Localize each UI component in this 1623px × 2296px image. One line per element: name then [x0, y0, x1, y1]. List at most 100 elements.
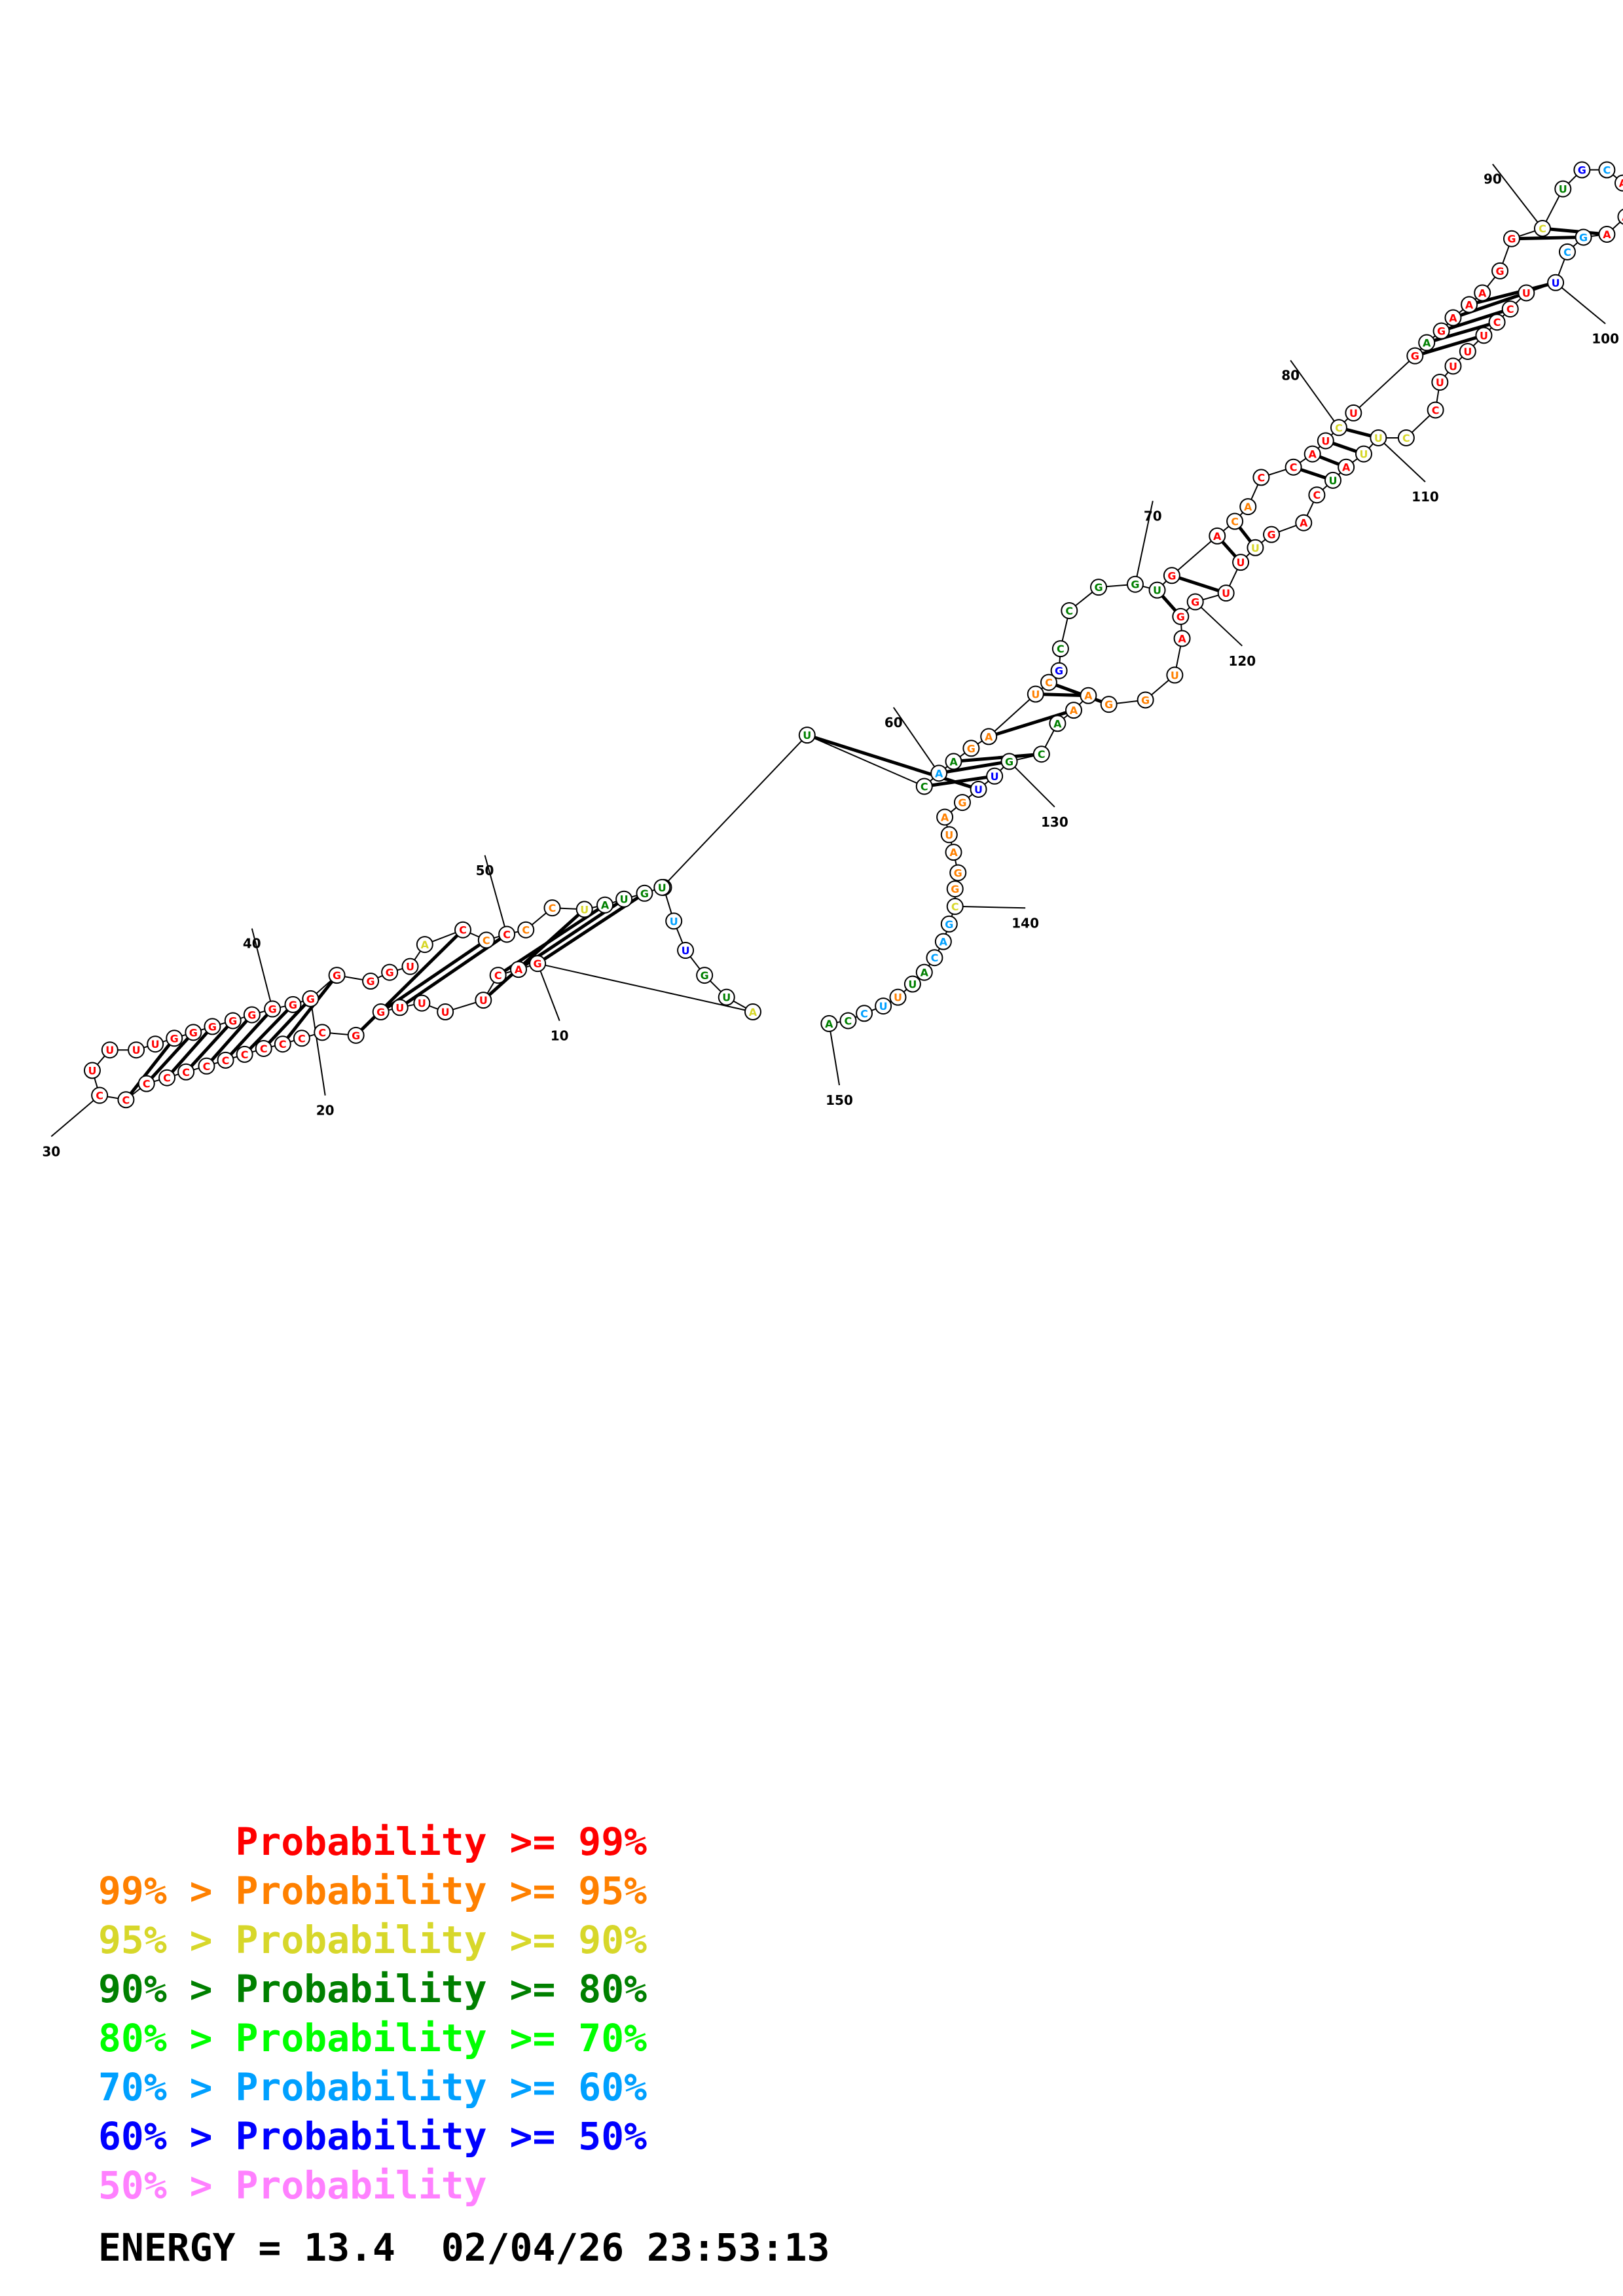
nucleotide: C	[255, 1039, 272, 1057]
position-tick-label: 20	[316, 1103, 335, 1119]
nucleotide-base: G	[228, 1014, 237, 1027]
nucleotide-circle	[1444, 357, 1462, 375]
nucleotide: U	[1475, 327, 1493, 344]
nucleotide-base: G	[967, 742, 976, 755]
nucleotide: G	[381, 963, 399, 981]
nucleotide-base: A	[949, 755, 958, 768]
legend-entry: 95% > Probability >= 90%	[98, 1921, 647, 1959]
nucleotide: U	[1459, 342, 1476, 360]
nucleotide-base: U	[105, 1044, 114, 1056]
nucleotide-base: C	[1038, 748, 1046, 761]
nucleotide-base: C	[860, 1007, 868, 1020]
nucleotide-base: A	[985, 730, 993, 743]
nucleotide-base: U	[1237, 556, 1245, 569]
nucleotide-base: U	[908, 978, 917, 991]
nucleotide-circle	[820, 1014, 838, 1032]
base-pair-bond	[938, 759, 1010, 775]
nucleotide-base: A	[1178, 632, 1186, 645]
nucleotide: C	[517, 921, 535, 939]
nucleotide: A	[945, 844, 962, 861]
base-pair-bond	[205, 1013, 253, 1067]
nucleotide: U	[1027, 685, 1044, 703]
nucleotide-circle	[915, 963, 933, 981]
nucleotide-circle	[147, 1035, 164, 1053]
position-tick-line	[484, 855, 508, 935]
nucleotide-circle	[1232, 554, 1250, 571]
nucleotide-base: G	[1507, 233, 1516, 245]
nucleotide-circle	[255, 1039, 272, 1057]
nucleotide-circle	[204, 1018, 221, 1035]
nucleotide-base: U	[418, 997, 426, 1010]
nucleotide-circle	[1554, 180, 1572, 198]
nucleotide: G	[946, 880, 964, 898]
nucleotide-base: C	[549, 902, 556, 914]
nucleotide-base: U	[1222, 587, 1230, 600]
nucleotide: C	[839, 1012, 857, 1030]
nucleotide-base: C	[1335, 422, 1343, 434]
nucleotide: C	[1032, 745, 1050, 763]
nucleotide-circle	[1491, 262, 1509, 279]
nucleotide: A	[1209, 527, 1226, 545]
nucleotide: U	[1324, 471, 1342, 489]
position-tick-label: 110	[1412, 489, 1439, 505]
position-tick-line	[892, 707, 939, 774]
nucleotide: C	[1308, 486, 1326, 504]
nucleotide-circle	[517, 921, 535, 939]
nucleotide-base: U	[1463, 346, 1472, 358]
nucleotide: A	[1295, 514, 1313, 531]
nucleotide-circle	[1061, 601, 1078, 619]
nucleotide-circle	[1488, 314, 1506, 331]
nucleotide: C	[477, 931, 495, 949]
nucleotide: G	[636, 884, 653, 902]
nucleotide-circle	[1126, 575, 1144, 593]
nucleotide-circle	[677, 942, 695, 960]
nucleotide-circle	[615, 890, 633, 908]
nucleotide: C	[1285, 458, 1302, 476]
nucleotide-circle	[1163, 567, 1180, 584]
nucleotide-circle	[1345, 404, 1362, 422]
position-tick-line	[537, 963, 560, 1021]
nucleotide-base: G	[366, 975, 374, 988]
nucleotide: C	[856, 1005, 873, 1022]
nucleotide-circle	[949, 864, 967, 882]
nucleotide: U	[83, 1062, 101, 1079]
nucleotide-circle	[653, 878, 671, 896]
nucleotide-circle	[1137, 691, 1154, 709]
nucleotide-circle	[475, 992, 492, 1009]
nucleotide-base: A	[1053, 717, 1062, 730]
nucleotide-circle	[1324, 471, 1342, 489]
nucleotide-base: A	[1619, 177, 1623, 190]
nucleotide-circle	[437, 1003, 454, 1021]
legend-prefix: 60% >	[98, 2114, 236, 2159]
nucleotide-base: U	[1480, 329, 1488, 342]
nucleotide-circle	[1252, 469, 1270, 486]
nucleotide-circle	[1317, 432, 1334, 450]
backbone-segment	[988, 693, 1036, 738]
nucleotide-base: C	[503, 928, 511, 941]
nucleotide-circle	[1080, 687, 1097, 704]
nucleotide-circle	[940, 826, 958, 844]
nucleotide: G	[940, 915, 958, 933]
base-pair-bond	[185, 1019, 234, 1073]
nucleotide-base: C	[951, 901, 959, 913]
nucleotide-circle	[166, 1030, 183, 1047]
nucleotide-base: A	[1308, 448, 1317, 461]
nucleotide: G	[1126, 575, 1144, 593]
nucleotide: G	[284, 996, 302, 1013]
nucleotide-circle	[986, 767, 1004, 785]
nucleotide: C	[91, 1086, 109, 1104]
nucleotide: A	[1474, 284, 1491, 302]
nucleotide-circle	[177, 1063, 195, 1081]
nucleotide-base: C	[459, 924, 467, 937]
nucleotide: C	[1558, 243, 1576, 260]
nucleotide-base: C	[1257, 471, 1265, 484]
position-tick-label: 90	[1484, 171, 1502, 187]
nucleotide-base: A	[749, 1006, 757, 1018]
nucleotide-circle	[137, 1075, 155, 1092]
nucleotide: C	[177, 1063, 195, 1081]
nucleotide-base: A	[935, 767, 943, 780]
position-tick-line	[1492, 164, 1543, 229]
nucleotide: U	[1232, 554, 1250, 571]
nucleotide-circle	[236, 1045, 253, 1063]
position-tick-label: 150	[826, 1092, 853, 1108]
